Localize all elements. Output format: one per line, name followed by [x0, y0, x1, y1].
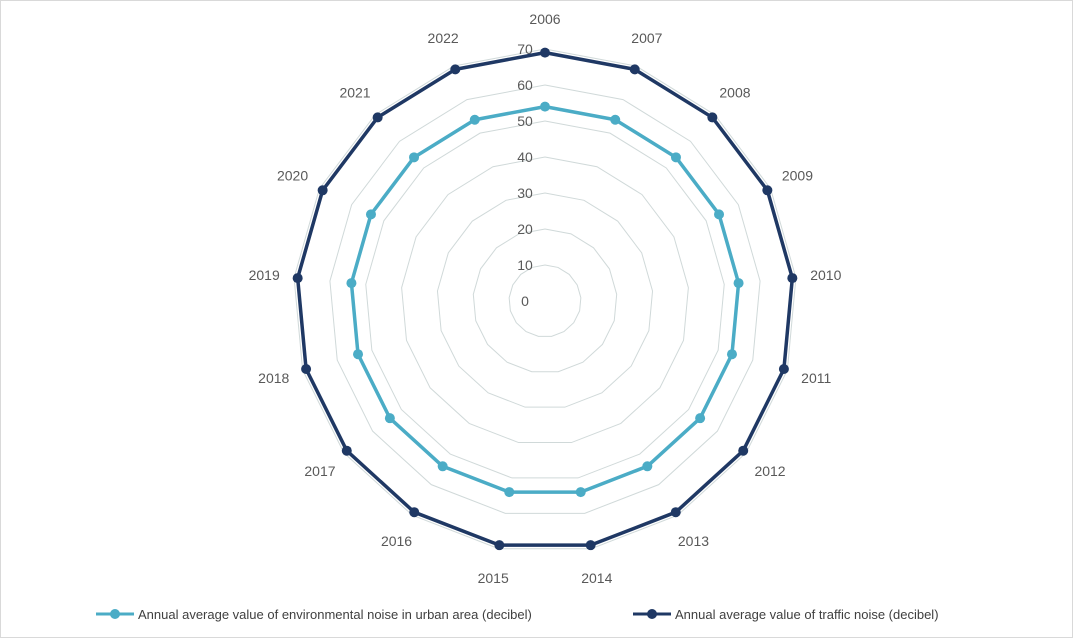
category-label-2008: 2008 — [719, 85, 750, 101]
series-1-point-2017 — [384, 413, 395, 424]
series-1-point-2022 — [469, 114, 480, 125]
series-2-point-2016 — [409, 507, 420, 518]
series-2-point-2008 — [707, 112, 718, 123]
grid-ring-50 — [365, 120, 725, 479]
series-1-point-2012 — [695, 413, 706, 424]
series-line-2 — [295, 50, 795, 547]
category-label-2007: 2007 — [631, 30, 662, 46]
series-1-point-2021 — [409, 152, 420, 163]
series-1-point-2011 — [726, 349, 737, 360]
grid-ring-70 — [293, 48, 797, 550]
legend-swatch-marker — [647, 609, 657, 619]
category-label-2012: 2012 — [754, 463, 785, 479]
grid-ring-30 — [436, 192, 654, 408]
r-tick-label: 60 — [517, 77, 533, 93]
r-tick-label: 10 — [517, 257, 533, 273]
category-label-2020: 2020 — [277, 167, 308, 183]
series-2-point-2010 — [787, 273, 798, 284]
series-2-point-2017 — [341, 445, 352, 456]
r-tick-label: 20 — [517, 221, 533, 237]
series-1-point-2006 — [540, 101, 550, 112]
category-label-2016: 2016 — [381, 533, 412, 549]
grid-ring-60 — [329, 84, 761, 514]
radar-grid — [293, 48, 797, 550]
series-2-point-2018 — [301, 363, 312, 374]
category-label-2021: 2021 — [339, 85, 370, 101]
r-tick-label: 50 — [517, 113, 533, 129]
legend-label: Annual average value of environmental no… — [138, 607, 532, 622]
category-label-2010: 2010 — [810, 267, 841, 283]
category-label-2017: 2017 — [304, 463, 335, 479]
legend: Annual average value of environmental no… — [96, 607, 939, 622]
category-label-2022: 2022 — [428, 30, 459, 46]
series-1-point-2020 — [365, 209, 376, 220]
series-2-point-2015 — [494, 540, 505, 551]
series-2-point-2011 — [778, 363, 789, 374]
category-label-2006: 2006 — [529, 11, 560, 27]
category-label-2013: 2013 — [678, 533, 709, 549]
series-layer — [292, 47, 798, 551]
series-2-point-2013 — [670, 507, 681, 518]
r-tick-label: 30 — [517, 185, 533, 201]
legend-item-1: Annual average value of environmental no… — [96, 607, 532, 622]
legend-item-2: Annual average value of traffic noise (d… — [633, 607, 939, 622]
r-tick-label: 0 — [521, 293, 529, 309]
series-1-point-2019 — [346, 278, 357, 289]
series-2-point-2009 — [762, 185, 773, 196]
series-2-point-2021 — [372, 112, 383, 123]
category-label-2009: 2009 — [782, 167, 813, 183]
category-label-2014: 2014 — [581, 570, 612, 586]
series-2-point-2007 — [629, 64, 640, 75]
r-tick-label: 70 — [517, 41, 533, 57]
radial-axis-ticks: 0 10 20 30 40 50 60 70 — [517, 41, 533, 309]
series-1-point-2018 — [353, 349, 364, 360]
series-1-point-2013 — [642, 461, 653, 472]
series-1-point-2010 — [733, 278, 744, 289]
series-1-point-2008 — [670, 152, 681, 163]
category-label-2018: 2018 — [258, 370, 289, 386]
series-2-point-2014 — [585, 540, 596, 551]
r-tick-label: 40 — [517, 149, 533, 165]
series-1-point-2007 — [610, 114, 621, 125]
series-line-1 — [349, 104, 741, 494]
series-1-point-2009 — [714, 209, 725, 220]
series-2-point-2020 — [317, 185, 328, 196]
grid-ring-20 — [472, 228, 618, 373]
legend-swatch-marker — [110, 609, 120, 619]
series-1-point-2015 — [504, 487, 515, 498]
series-2-point-2012 — [738, 445, 749, 456]
series-1-point-2016 — [437, 461, 448, 472]
category-label-2011: 2011 — [801, 370, 831, 386]
grid-ring-10 — [508, 264, 582, 337]
category-labels: 2006200720082009201020112012201320142015… — [249, 11, 842, 586]
series-2-point-2019 — [292, 273, 303, 284]
series-1-point-2014 — [575, 487, 586, 498]
category-label-2019: 2019 — [249, 267, 280, 283]
series-2-point-2022 — [450, 64, 461, 75]
category-label-2015: 2015 — [478, 570, 509, 586]
grid-ring-40 — [401, 156, 689, 444]
series-2-point-2006 — [540, 47, 550, 58]
legend-label: Annual average value of traffic noise (d… — [675, 607, 939, 622]
